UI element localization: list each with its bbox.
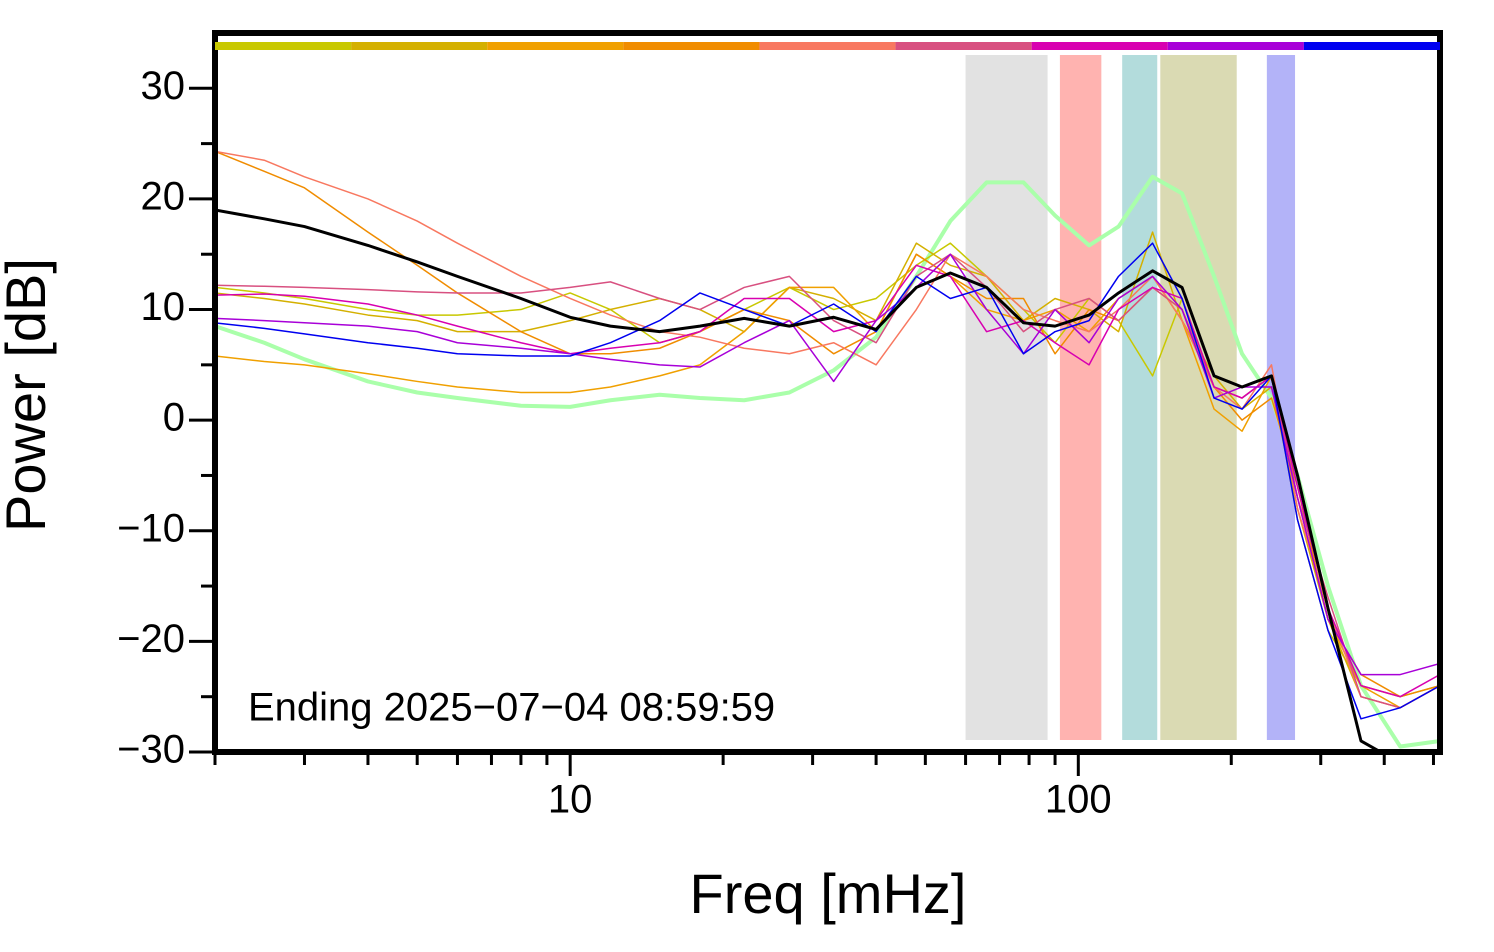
y-tick-label: 30 bbox=[141, 64, 186, 108]
y-tick-label: 10 bbox=[141, 285, 186, 329]
series-line bbox=[215, 253, 1440, 709]
series-line bbox=[215, 150, 1440, 709]
band bbox=[1122, 55, 1158, 740]
y-tick-label: 20 bbox=[141, 174, 186, 218]
series-line bbox=[215, 253, 1440, 676]
strip-segment bbox=[623, 42, 760, 50]
strip-segment bbox=[1031, 42, 1168, 50]
axes: −30 −20 −10 0 10 20 30 10 100 bbox=[117, 64, 1435, 822]
strip-segment bbox=[1303, 42, 1440, 50]
series-line bbox=[215, 208, 1384, 752]
annotation: Ending 2025−07−04 08:59:59 bbox=[248, 686, 775, 730]
x-tick-label: 100 bbox=[1045, 778, 1112, 822]
strip-segment bbox=[1167, 42, 1304, 50]
y-tick-label: −30 bbox=[117, 728, 185, 772]
series-line bbox=[215, 231, 1440, 709]
series-line bbox=[215, 242, 1440, 720]
band bbox=[1059, 55, 1102, 740]
strip-segment bbox=[215, 42, 352, 50]
y-tick-label: −10 bbox=[117, 506, 185, 550]
band bbox=[1160, 55, 1237, 740]
strip-segment bbox=[759, 42, 896, 50]
y-tick-label: 0 bbox=[163, 396, 185, 440]
y-tick-label: −20 bbox=[117, 617, 185, 661]
x-axis-label: Freq [mHz] bbox=[690, 862, 967, 925]
series-line bbox=[215, 174, 1440, 749]
strip-segment bbox=[895, 42, 1032, 50]
plot-frame bbox=[212, 30, 1443, 755]
series-line bbox=[215, 150, 1440, 698]
x-tick-label: 10 bbox=[548, 778, 593, 822]
strip-segment bbox=[487, 42, 624, 50]
lines bbox=[215, 150, 1440, 752]
series-line bbox=[215, 253, 1440, 709]
bands bbox=[965, 55, 1296, 740]
band bbox=[965, 55, 1048, 740]
y-axis-label: Power [dB] bbox=[0, 258, 57, 532]
color-strip bbox=[215, 42, 1440, 50]
strip-segment bbox=[351, 42, 488, 50]
